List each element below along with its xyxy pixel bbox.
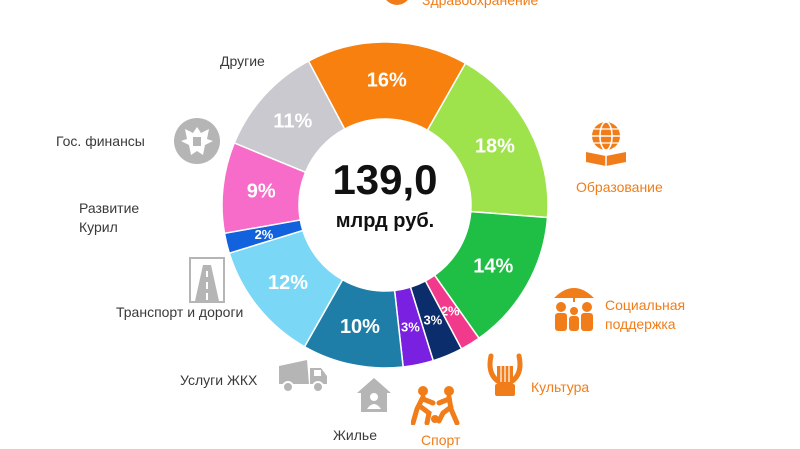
slice-label-5: 3% — [423, 312, 442, 327]
slice-label-4: 2% — [441, 304, 460, 319]
label-kuril-line-1: Развитие — [79, 200, 140, 216]
slice-label-9: 2% — [255, 227, 274, 242]
slice-label-10: 9% — [247, 181, 276, 203]
label-culture: Культура — [531, 379, 590, 395]
label-social-line-1: Социальная — [605, 297, 686, 313]
lyre-icon — [487, 353, 523, 396]
chart-total-unit: млрд руб. — [335, 210, 435, 232]
health-icon — [386, 0, 408, 5]
chart-total-value: 139,0 — [332, 156, 438, 203]
label-education: Образование — [576, 179, 663, 195]
globe-book-icon — [586, 121, 626, 166]
footballers-icon — [411, 386, 460, 425]
slice-label-2: 18% — [475, 136, 515, 158]
label-other: Другие — [220, 53, 265, 69]
coat-of-arms-icon — [174, 118, 220, 164]
label-housing: Жилье — [333, 427, 377, 443]
label-healthcare: Здравоохранение — [422, 0, 539, 8]
house-icon — [357, 378, 391, 412]
donut-hole — [299, 119, 471, 291]
label-sport: Спорт — [421, 432, 461, 448]
slice-label-6: 3% — [401, 319, 420, 334]
garbage-truck-icon — [279, 360, 327, 393]
label-finance: Гос. финансы — [56, 133, 145, 149]
family-umbrella-icon — [554, 288, 594, 331]
slice-label-8: 12% — [268, 272, 308, 294]
slice-label-7: 10% — [340, 316, 380, 338]
slice-label-11: 11% — [273, 110, 312, 132]
slice-label-1: 16% — [367, 70, 407, 92]
label-kuril-line-2: Курил — [79, 219, 118, 235]
slice-label-3: 14% — [473, 255, 513, 277]
label-utilities: Услуги ЖКХ — [180, 372, 258, 388]
label-social-line-2: поддержка — [605, 316, 676, 332]
road-sign-icon — [189, 257, 225, 303]
label-transport: Транспорт и дороги — [116, 304, 244, 320]
